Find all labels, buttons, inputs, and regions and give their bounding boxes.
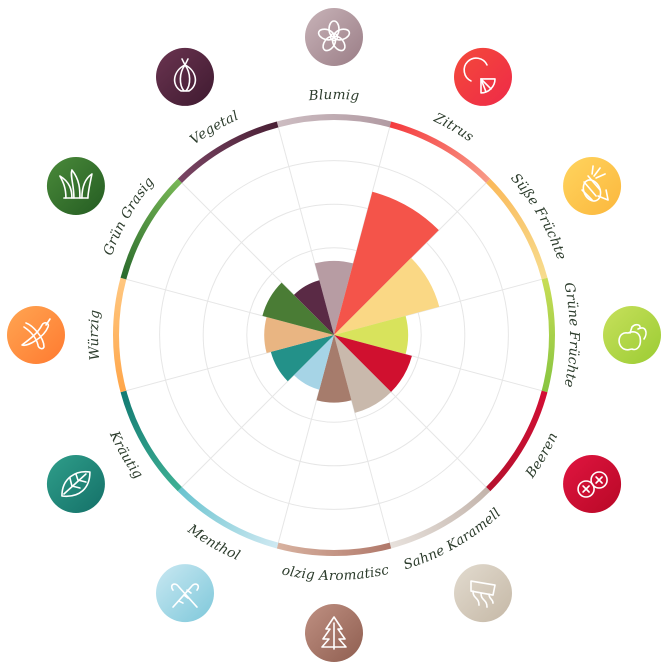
wedge-beeren (334, 335, 412, 393)
segment-label-blumig: Blumig (307, 87, 360, 104)
wedge-sahne-karamell (334, 335, 392, 413)
ring-arc-blumig (276, 114, 392, 128)
ring-arc-suesse-fruechte (486, 178, 548, 280)
grass-icon (46, 157, 105, 215)
wedge-kraeutig (270, 335, 334, 382)
ring-arc-gruene-fruechte (541, 277, 555, 393)
berries-icon (563, 455, 622, 513)
icon-badge (7, 306, 65, 364)
ring-arc-sahne-karamell (389, 487, 491, 549)
ring-arc-vegetal (177, 121, 279, 183)
ring-arc-wuerzig (113, 277, 127, 393)
segment-label-gruene-fruechte: Grüne Früchte (560, 281, 582, 389)
candy-cane-icon (156, 564, 214, 623)
grid-ring (246, 247, 422, 423)
category-icons (7, 8, 661, 662)
grid-ring (202, 203, 466, 467)
leaf-icon (46, 455, 105, 513)
wedge-vegetal (293, 280, 334, 335)
wedge-holzig-aromatisch (316, 335, 352, 403)
wedge-zitrus (334, 191, 439, 335)
wedge-wuerzig (264, 316, 334, 354)
caramel-icon (454, 564, 512, 623)
ring-arc-gruen-grasig (120, 178, 182, 280)
pineapple-icon (563, 157, 622, 215)
segment-label-wuerzig: Würzig (86, 309, 103, 361)
ring-arc-holzig-aromatisch (276, 542, 392, 556)
chili-icon (7, 306, 65, 364)
wedge-blumig (314, 260, 354, 335)
ring-arc-beeren (486, 390, 548, 492)
wedge-menthol (293, 335, 334, 390)
ring-arc-menthol (177, 487, 279, 549)
grid-ring (159, 160, 509, 510)
ring-arc-kraeutig (120, 390, 182, 492)
icon-badge (563, 157, 622, 215)
flower-icon (305, 8, 363, 66)
icon-badge (156, 47, 214, 106)
onion-icon (156, 47, 214, 106)
icon-badge (603, 306, 661, 364)
wedge-gruen-grasig (262, 282, 334, 335)
icon-badge (454, 47, 512, 106)
data-wedges (262, 191, 440, 413)
citrus-icon (454, 47, 512, 106)
wedge-suesse-fruechte (334, 257, 440, 335)
outer-color-ring (113, 114, 555, 556)
icon-badge (46, 157, 105, 215)
wood-tree-icon (305, 604, 363, 662)
apple-pear-icon (603, 306, 661, 364)
ring-arc-zitrus (389, 121, 491, 183)
wedge-gruene-fruechte (334, 315, 409, 355)
